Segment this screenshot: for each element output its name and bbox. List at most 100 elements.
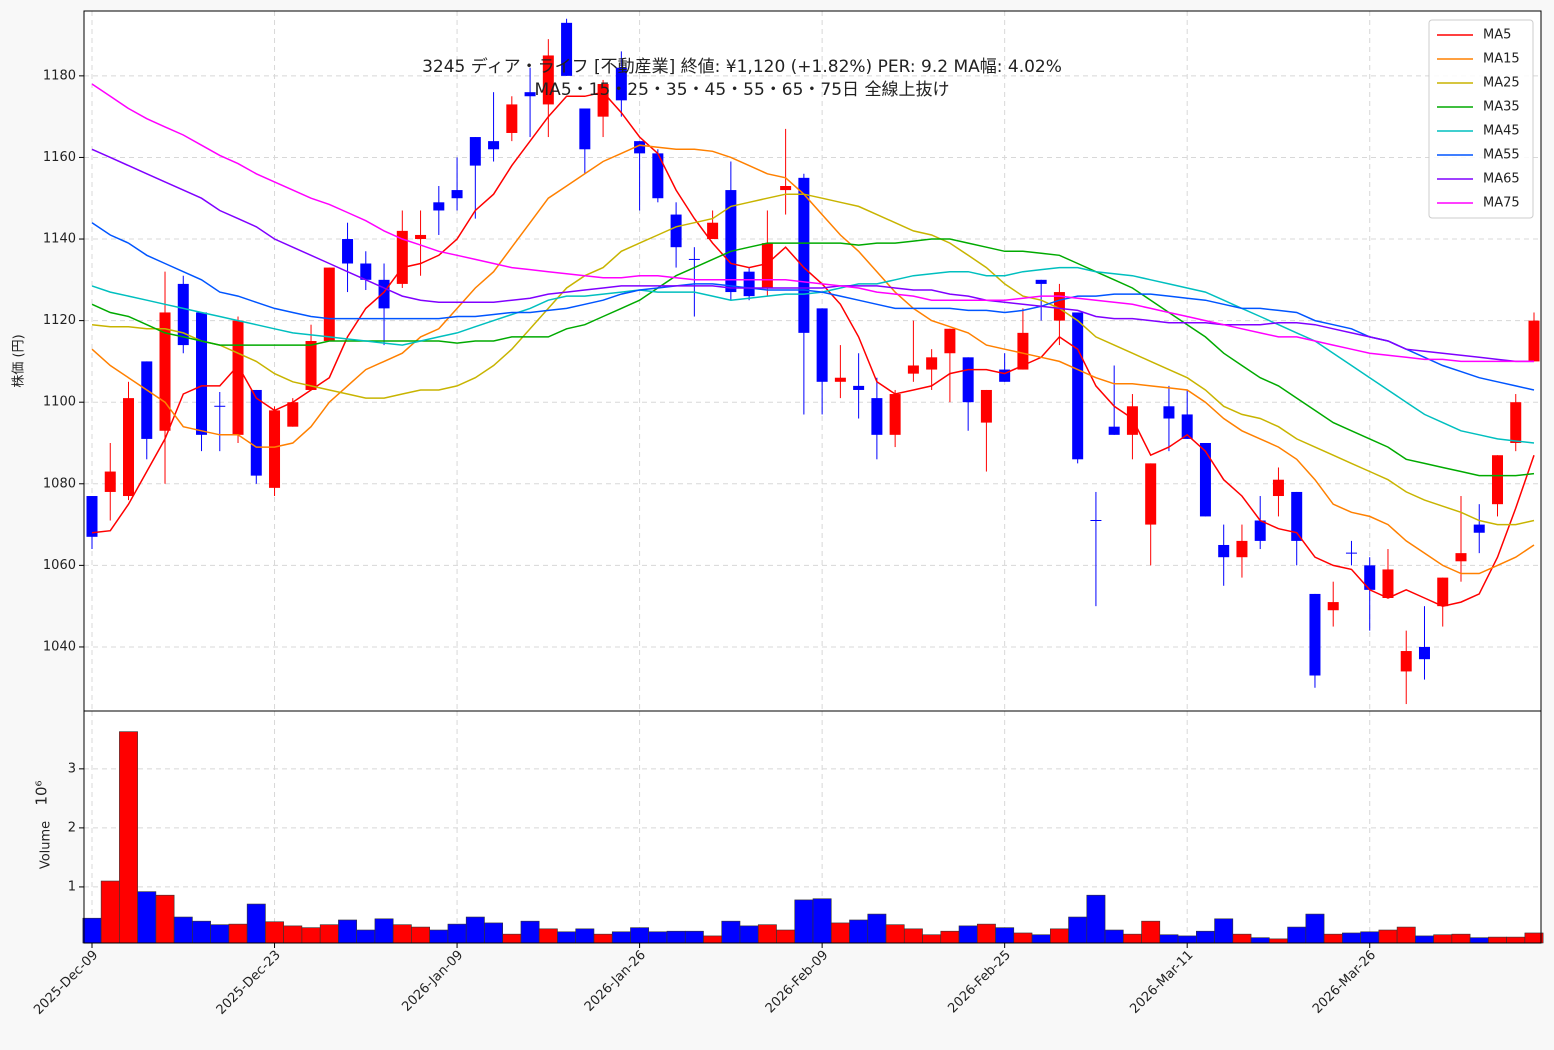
candle-body bbox=[123, 398, 135, 497]
volume-bar bbox=[538, 928, 558, 944]
volume-bar bbox=[1524, 932, 1544, 944]
price-panel bbox=[84, 11, 1541, 711]
volume-offset-label: 10⁶ bbox=[33, 780, 51, 805]
candle-body bbox=[871, 398, 883, 435]
title-line: MA5・15・25・35・45・55・65・75日 全線上抜け bbox=[535, 80, 950, 100]
candle-body bbox=[652, 153, 664, 199]
volume-bar bbox=[374, 918, 394, 944]
legend-label: MA5 bbox=[1483, 28, 1511, 43]
legend-label: MA35 bbox=[1483, 100, 1520, 115]
candle-body bbox=[615, 67, 627, 101]
candle-body bbox=[707, 222, 719, 240]
volume-bar bbox=[1415, 935, 1434, 944]
title-line: 3245 ディア・ライフ [不動産業] 終値: ¥1,120 (+1.82%) … bbox=[422, 56, 1062, 77]
y-tick-label: 3 bbox=[68, 761, 76, 776]
legend-label: MA65 bbox=[1483, 172, 1520, 187]
legend-box bbox=[1428, 19, 1534, 219]
candle-body bbox=[1254, 520, 1266, 541]
candle-body bbox=[1218, 544, 1230, 558]
volume-bar bbox=[1031, 934, 1051, 944]
legend-label: MA25 bbox=[1483, 76, 1520, 91]
volume-bar bbox=[411, 926, 430, 944]
volume-bar bbox=[338, 919, 357, 944]
volume-bar bbox=[611, 931, 631, 944]
candle-body bbox=[670, 214, 682, 248]
candle-body bbox=[780, 186, 792, 191]
volume-bar bbox=[757, 924, 777, 944]
volume-bar bbox=[739, 925, 759, 944]
candle-body bbox=[1437, 577, 1449, 607]
x-tick-label: 2025-Dec-09 bbox=[31, 948, 101, 1018]
candle-body bbox=[196, 312, 208, 435]
ma-line bbox=[91, 238, 1535, 477]
candle-body bbox=[1309, 593, 1321, 676]
volume-bar bbox=[1177, 935, 1197, 944]
candle-body bbox=[1528, 320, 1540, 362]
volume-bar bbox=[648, 931, 668, 944]
x-tick-label: 2026-Jan-26 bbox=[582, 948, 649, 1015]
volume-bar bbox=[557, 931, 577, 944]
ma-line bbox=[91, 91, 1535, 607]
candle-body bbox=[1072, 312, 1084, 460]
volume-bar bbox=[703, 935, 723, 944]
volume-bar bbox=[1488, 936, 1507, 944]
volume-bar bbox=[192, 920, 211, 944]
y-axis-label: 株価 (円) bbox=[12, 334, 27, 387]
x-tick-label: 2026-Feb-25 bbox=[945, 948, 1014, 1017]
candle-body bbox=[1327, 602, 1339, 611]
volume-bar bbox=[283, 925, 303, 944]
volume-bar bbox=[429, 929, 449, 944]
candle-body bbox=[798, 177, 810, 333]
volume-bar bbox=[465, 916, 485, 944]
volume-bar bbox=[1196, 930, 1215, 944]
legend-label: MA75 bbox=[1483, 196, 1520, 211]
candle-body bbox=[305, 341, 317, 390]
candle-body bbox=[980, 389, 992, 423]
candle-body bbox=[597, 84, 609, 117]
volume-frame bbox=[83, 710, 1542, 944]
candle-body bbox=[634, 141, 646, 154]
ma-line bbox=[91, 266, 1535, 444]
y-tick-label: 1060 bbox=[43, 558, 76, 573]
volume-bar bbox=[356, 929, 376, 944]
volume-bar bbox=[137, 891, 157, 944]
volume-bar bbox=[776, 929, 796, 944]
candle-body bbox=[962, 357, 974, 403]
candle-body bbox=[104, 471, 116, 492]
volume-bar bbox=[447, 923, 467, 944]
candle-body bbox=[1491, 455, 1503, 505]
candle-body bbox=[579, 108, 591, 150]
volume-bar bbox=[210, 924, 230, 944]
candle-body bbox=[1108, 426, 1120, 435]
ma-line bbox=[91, 222, 1535, 391]
volume-bar bbox=[630, 927, 650, 944]
candle-body bbox=[1035, 279, 1047, 284]
candle-body bbox=[1382, 569, 1394, 599]
volume-bar bbox=[100, 880, 120, 944]
candle-body bbox=[761, 243, 773, 288]
x-tick-label: 2025-Dec-23 bbox=[214, 948, 284, 1018]
y-tick-label: 1080 bbox=[43, 476, 76, 491]
volume-bar bbox=[1013, 932, 1033, 944]
x-tick-label: 2026-Jan-09 bbox=[399, 948, 466, 1015]
volume-bar bbox=[265, 921, 284, 944]
volume-bar bbox=[520, 920, 540, 944]
volume-bar bbox=[922, 934, 942, 944]
candle-body bbox=[287, 402, 299, 427]
volume-bar bbox=[392, 924, 412, 944]
volume-bar bbox=[173, 916, 193, 944]
y-tick-label: 1100 bbox=[43, 395, 76, 410]
candle-body bbox=[743, 271, 755, 297]
y-tick-label: 2 bbox=[68, 820, 76, 835]
volume-bar bbox=[484, 922, 503, 944]
candle-body bbox=[1163, 406, 1175, 419]
candle-body bbox=[1455, 553, 1467, 562]
volume-bar bbox=[1214, 918, 1234, 944]
candle-body bbox=[561, 22, 573, 76]
volume-bar bbox=[155, 894, 175, 944]
volume-bar bbox=[867, 913, 887, 944]
volume-bar bbox=[830, 922, 850, 944]
candle-body bbox=[141, 361, 153, 439]
plot-layer bbox=[79, 11, 1544, 948]
volume-bar bbox=[1305, 913, 1325, 944]
